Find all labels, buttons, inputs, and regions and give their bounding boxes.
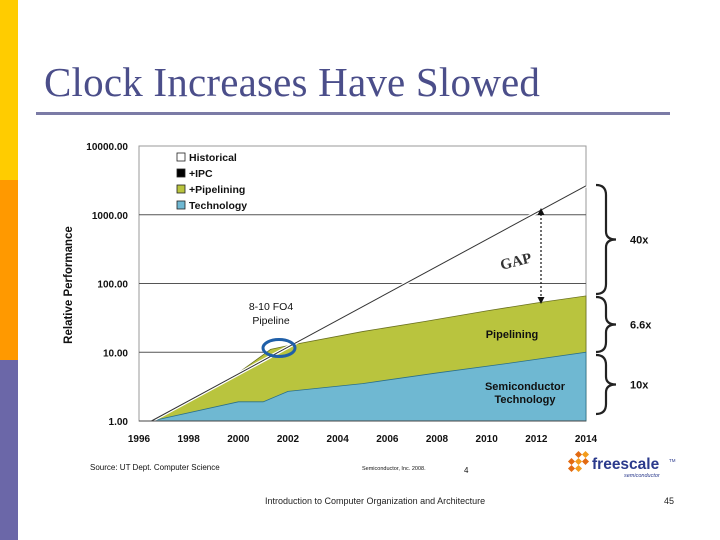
chart-legend: Historical +IPC +Pipelining Technology bbox=[176, 152, 247, 212]
x-tick-label: 2014 bbox=[575, 434, 598, 445]
region-semiconductor-line2: Technology bbox=[495, 394, 557, 406]
logo-mark bbox=[574, 450, 583, 459]
fo4-label-line1: 8-10 FO4 bbox=[249, 301, 294, 313]
accent-bar-orange bbox=[0, 180, 18, 360]
region-pipelining-label: Pipelining bbox=[486, 329, 539, 341]
footer-course-title: Introduction to Computer Organization an… bbox=[265, 496, 486, 506]
x-tick-label: 2012 bbox=[525, 434, 548, 445]
logo-wordmark: freescale bbox=[592, 456, 660, 473]
logo-subtext: semiconductor bbox=[624, 473, 661, 479]
legend-label: +Pipelining bbox=[189, 184, 245, 196]
logo-mark bbox=[567, 457, 576, 466]
x-tick-label: 2008 bbox=[426, 434, 449, 445]
x-tick-label: 2006 bbox=[376, 434, 399, 445]
legend-swatch bbox=[176, 168, 186, 178]
slide-title: Clock Increases Have Slowed bbox=[44, 59, 541, 105]
logo-tm: TM bbox=[669, 458, 676, 463]
legend-label: Technology bbox=[189, 200, 247, 212]
y-tick-label: 1000.00 bbox=[92, 211, 129, 222]
x-tick-label: 2000 bbox=[227, 434, 250, 445]
brace-label-40x: 40x bbox=[630, 235, 649, 247]
logo-mark bbox=[567, 464, 576, 473]
fo4-label-line2: Pipeline bbox=[252, 315, 290, 327]
series-technology-area bbox=[151, 351, 587, 422]
gap-arrow-head-up bbox=[537, 208, 545, 215]
x-tick-label: 1996 bbox=[128, 434, 151, 445]
logo-mark bbox=[574, 464, 583, 473]
x-tick-label: 2002 bbox=[277, 434, 300, 445]
x-tick-label: 2004 bbox=[327, 434, 350, 445]
gap-arrow-head-down bbox=[537, 297, 545, 304]
page-number: 45 bbox=[664, 496, 675, 506]
y-axis-label: Relative Performance bbox=[63, 226, 75, 344]
brace-pipelining bbox=[595, 295, 617, 354]
legend-label: Historical bbox=[189, 152, 237, 164]
logo-mark bbox=[581, 457, 590, 466]
legend-swatch bbox=[176, 200, 186, 210]
y-tick-label: 10.00 bbox=[103, 348, 128, 359]
x-tick-label: 1998 bbox=[178, 434, 201, 445]
legend-swatch bbox=[176, 184, 186, 194]
x-tick-label: 2010 bbox=[476, 434, 499, 445]
y-tick-label: 1.00 bbox=[109, 417, 129, 428]
logo-mark bbox=[574, 457, 583, 466]
chart-copyright: Semiconductor, Inc. 2008. bbox=[362, 466, 426, 472]
brace-label-10x: 10x bbox=[630, 380, 649, 392]
axis-layer: 1.00 10.00 100.00 1000.00 10000.00 1996 1998 20… bbox=[63, 142, 598, 445]
legend-label: +IPC bbox=[189, 168, 213, 180]
brace-gap bbox=[595, 183, 617, 296]
freescale-logo: freescale TM semiconductor bbox=[567, 450, 676, 479]
chart-source: Source: UT Dept. Computer Science bbox=[90, 463, 220, 472]
y-tick-label: 100.00 bbox=[97, 280, 128, 291]
gap-label: GAP bbox=[499, 251, 534, 274]
y-tick-label: 10000.00 bbox=[86, 142, 128, 153]
title-divider bbox=[36, 112, 670, 115]
brace-technology bbox=[595, 353, 617, 416]
region-semiconductor-line1: Semiconductor bbox=[485, 381, 566, 393]
series-historical-line bbox=[151, 185, 587, 422]
accent-bar-yellow bbox=[0, 0, 18, 180]
legend-swatch bbox=[176, 152, 186, 162]
chart-inner-page-number: 4 bbox=[464, 466, 469, 475]
logo-mark bbox=[581, 450, 590, 459]
accent-bar-purple bbox=[0, 360, 18, 540]
fo4-highlight-circle bbox=[261, 338, 297, 358]
annotations: GAP 8-10 FO4 Pipeline Pipelining Semiconduct… bbox=[90, 183, 676, 479]
brace-label-6-6x: 6.6x bbox=[630, 320, 652, 332]
